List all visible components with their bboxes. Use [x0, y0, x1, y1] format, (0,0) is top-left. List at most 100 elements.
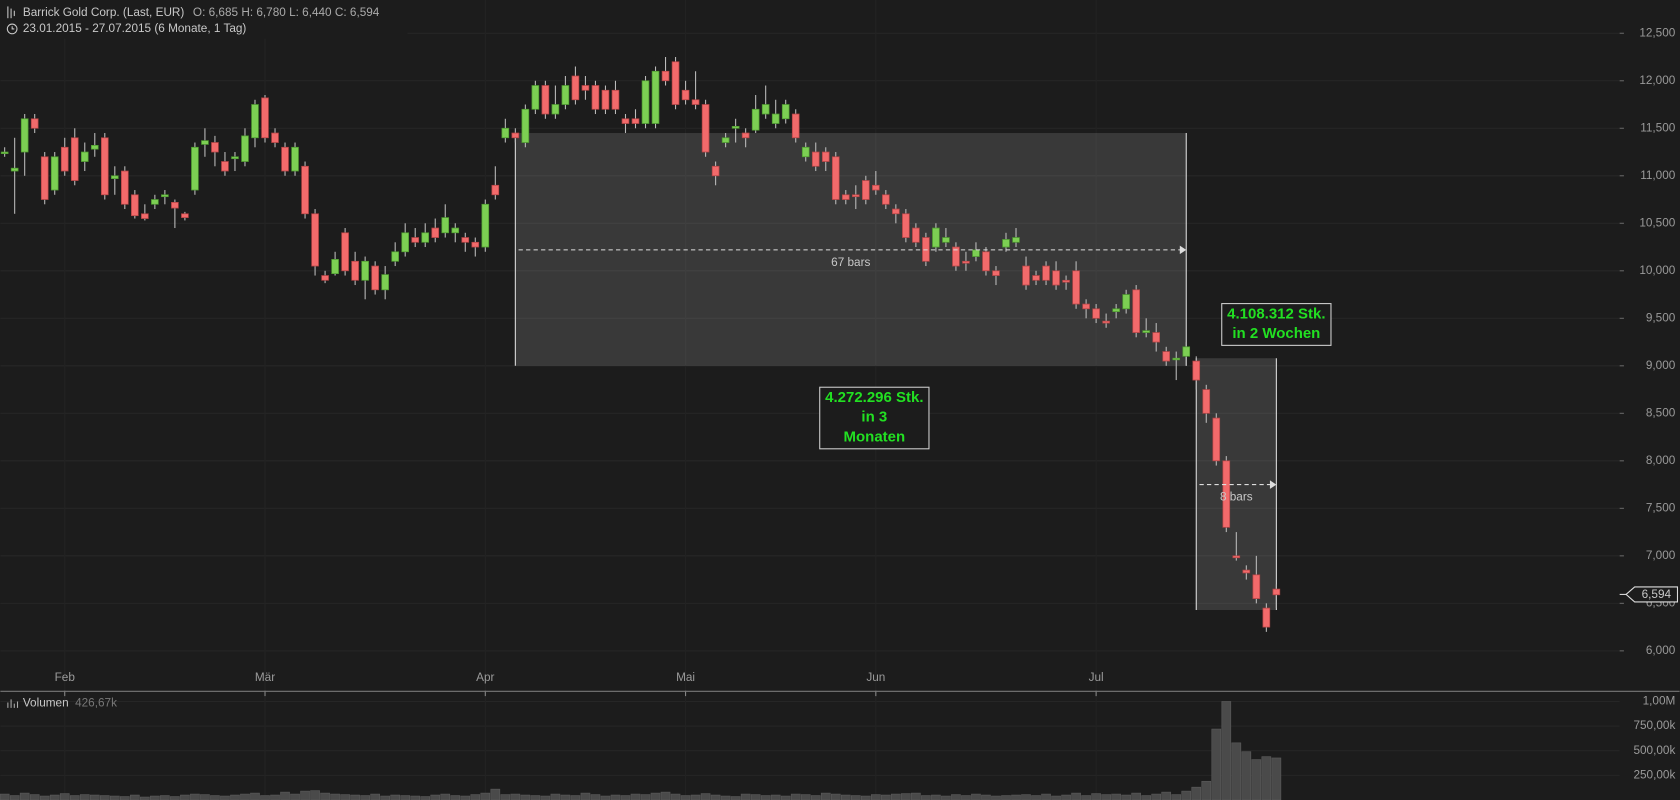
candle-body — [962, 260, 970, 264]
volume-bar — [1111, 793, 1121, 800]
volume-bar — [1001, 795, 1011, 800]
candle-body — [761, 104, 770, 115]
volume-bar — [9, 795, 20, 800]
volume-bar — [79, 794, 90, 800]
candle-body — [641, 80, 650, 124]
y-tick-label: 9,500 — [1646, 311, 1676, 324]
candle-body — [1022, 265, 1030, 286]
volume-bar — [310, 790, 320, 800]
candle-body — [151, 199, 159, 205]
x-tick-label: Mai — [676, 671, 695, 684]
volume-bar — [270, 794, 280, 800]
x-tick-label: Feb — [55, 671, 76, 684]
volume-bar — [1191, 786, 1202, 800]
volume-bar — [820, 792, 831, 800]
volume-last: 426,67k — [75, 697, 117, 710]
volume-icon — [7, 699, 19, 708]
candle-body — [321, 275, 329, 281]
candle-body — [912, 227, 920, 243]
candle-body — [831, 156, 840, 200]
volume-bar — [951, 794, 961, 800]
volume-bar — [700, 793, 711, 800]
candle-body — [982, 251, 990, 272]
note-text: in 3 — [861, 409, 887, 426]
candle-body — [1262, 607, 1271, 628]
candle-body — [281, 146, 289, 172]
chart-icon — [7, 6, 15, 19]
volume-bar — [39, 795, 50, 800]
candle-body — [271, 132, 279, 143]
candle-body — [1082, 303, 1090, 310]
volume-bar — [1041, 793, 1051, 800]
volume-bar — [1121, 794, 1131, 800]
volume-bar — [580, 792, 591, 800]
candle-body — [1132, 289, 1140, 333]
candle-body — [70, 137, 79, 181]
title: Barrick Gold Corp. (Last, EUR) — [23, 6, 185, 19]
candle-body — [1002, 239, 1010, 248]
candle-body — [741, 132, 750, 139]
candle-body — [90, 144, 99, 150]
candle-body — [221, 161, 229, 172]
note-text: in 2 Wochen — [1232, 325, 1320, 342]
ohlc-header: O: 6,685 H: 6,780 L: 6,440 C: 6,594 — [193, 6, 380, 19]
volume-bar — [971, 793, 981, 800]
candle-body — [511, 132, 520, 139]
candle-body — [351, 260, 359, 281]
candle-body — [100, 137, 109, 196]
volume-bar — [1091, 793, 1101, 800]
volume-bar — [210, 795, 220, 800]
x-tick-label: Apr — [476, 671, 494, 684]
volume-bar — [620, 795, 631, 800]
volume-tick-label: 750,00k — [1633, 719, 1675, 732]
y-tick-label: 11,000 — [1640, 169, 1676, 182]
volume-bar — [941, 795, 951, 800]
volume-bar — [170, 796, 180, 800]
candle-body — [80, 151, 89, 162]
candle-body — [1212, 417, 1221, 462]
volume-bar — [99, 795, 110, 800]
candle-body — [611, 89, 620, 110]
bars-label: 8 bars — [1220, 491, 1253, 504]
volume-bar — [600, 795, 611, 800]
y-tick-label: 7,000 — [1646, 549, 1676, 562]
candle-body — [1252, 574, 1261, 599]
clock-icon — [6, 23, 18, 35]
candle-body — [411, 237, 420, 243]
candle-body — [1152, 332, 1161, 343]
volume-bar — [640, 794, 651, 800]
volume-bar — [290, 793, 300, 800]
candle-body — [471, 241, 480, 248]
candle-body — [451, 227, 460, 234]
candle-body — [681, 89, 690, 101]
volume-bar — [991, 795, 1001, 800]
candle-body — [581, 85, 590, 91]
volume-bar — [760, 795, 771, 800]
candle-body — [1032, 275, 1040, 281]
candle-body — [111, 175, 119, 180]
candle-body — [491, 184, 500, 196]
candle-body — [361, 260, 369, 281]
volume-bar — [150, 795, 160, 800]
volume-bar — [420, 796, 431, 800]
candle-body — [882, 194, 890, 205]
candle-body — [551, 104, 560, 115]
volume-bar — [190, 793, 200, 800]
candle-body — [301, 165, 309, 215]
candle-body — [181, 213, 189, 218]
y-tick-label: 7,500 — [1646, 501, 1676, 514]
candle-body — [631, 118, 640, 124]
y-tick-label: 11,500 — [1640, 121, 1676, 134]
y-tick-label: 9,000 — [1646, 359, 1676, 372]
volume-bar — [109, 795, 120, 800]
volume-bar — [1141, 795, 1152, 800]
volume-bar — [140, 796, 150, 800]
range-arrow — [1269, 480, 1277, 489]
candle-body — [241, 135, 249, 162]
volume-bar — [1061, 794, 1071, 800]
candle-body — [721, 137, 730, 143]
volume-bar — [961, 795, 971, 800]
candle-body — [50, 156, 59, 191]
candle-body — [141, 213, 149, 219]
volume-bar — [1241, 751, 1252, 800]
